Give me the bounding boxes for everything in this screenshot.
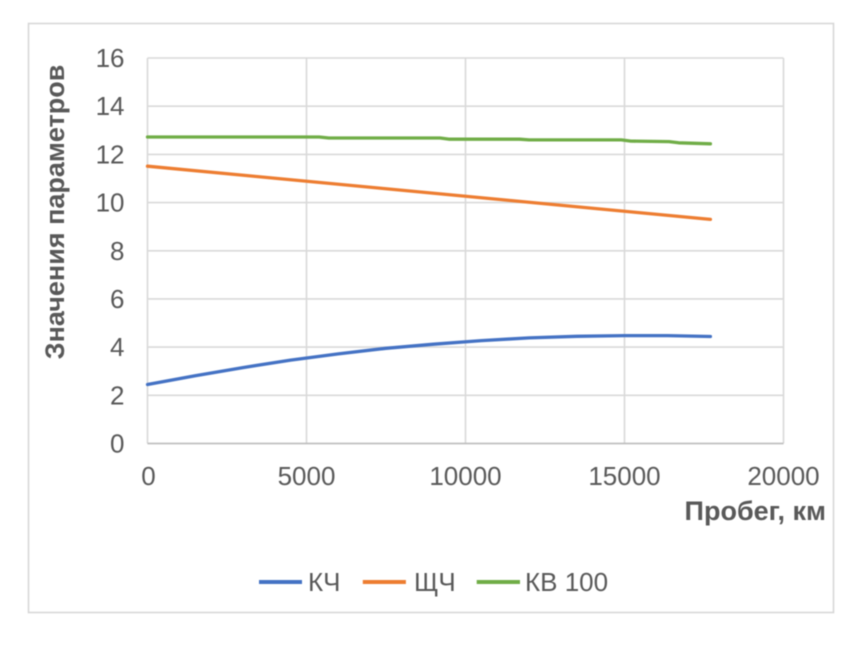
svg-text:6: 6 <box>110 284 124 314</box>
svg-text:2: 2 <box>110 380 124 410</box>
svg-text:5000: 5000 <box>278 461 336 491</box>
svg-text:4: 4 <box>110 332 124 362</box>
svg-text:15000: 15000 <box>588 461 660 491</box>
svg-text:0: 0 <box>110 429 124 459</box>
svg-text:КВ 100: КВ 100 <box>525 567 608 597</box>
svg-text:10000: 10000 <box>429 461 501 491</box>
svg-text:Значения параметров: Значения параметров <box>40 65 70 360</box>
svg-text:20000: 20000 <box>747 461 819 491</box>
svg-text:0: 0 <box>141 461 155 491</box>
svg-text:10: 10 <box>96 188 125 218</box>
svg-text:ЩЧ: ЩЧ <box>414 567 456 597</box>
svg-text:12: 12 <box>96 139 125 169</box>
svg-text:14: 14 <box>96 91 125 121</box>
svg-text:8: 8 <box>110 236 124 266</box>
svg-text:Пробег, км: Пробег, км <box>685 496 826 526</box>
svg-text:КЧ: КЧ <box>308 567 340 597</box>
svg-text:16: 16 <box>96 43 125 73</box>
